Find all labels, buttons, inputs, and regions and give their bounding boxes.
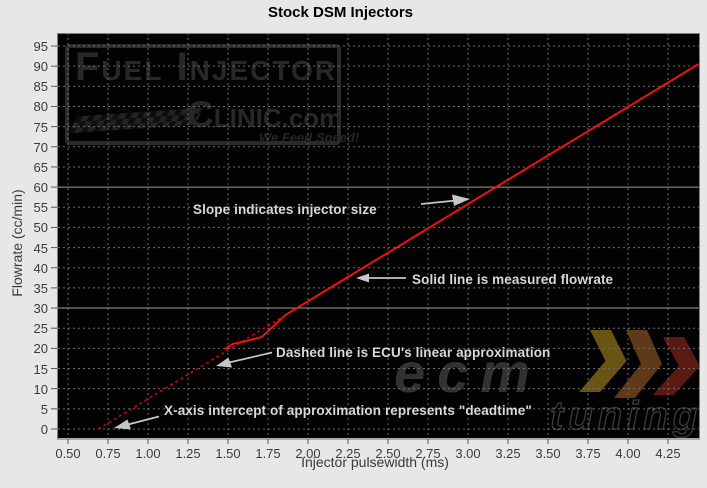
fic-watermark: Fuel Injector Clinic.com We Feed Speed! bbox=[63, 42, 383, 152]
fic-logo-tagline: We Feed Speed! bbox=[259, 130, 360, 145]
y-tick-label: 5 bbox=[40, 401, 48, 417]
y-tick-label: 10 bbox=[33, 381, 48, 397]
annotation-deadtime: X-axis intercept of approximation repres… bbox=[164, 403, 532, 418]
y-tick-label: 60 bbox=[33, 180, 48, 196]
y-tick-label: 55 bbox=[33, 200, 48, 216]
x-tick-label: 1.00 bbox=[135, 446, 161, 461]
fic-logo-domain: .com bbox=[281, 103, 343, 133]
x-tick-label: 2.00 bbox=[295, 446, 321, 461]
y-tick-label: 95 bbox=[33, 38, 48, 54]
y-tick-label: 75 bbox=[33, 119, 48, 135]
ecm-logo-text: ecm bbox=[394, 341, 542, 404]
x-tick-label: 2.75 bbox=[415, 446, 441, 461]
x-tick-label: 1.25 bbox=[175, 446, 201, 461]
fic-logo-clinic: Clinic bbox=[187, 94, 282, 135]
x-tick-label: 4.00 bbox=[615, 446, 641, 461]
y-tick-label: 30 bbox=[33, 301, 48, 317]
y-tick-label: 20 bbox=[33, 341, 48, 357]
x-tick-label: 4.25 bbox=[655, 446, 681, 461]
y-tick-label: 90 bbox=[33, 59, 48, 75]
x-tick-label: 1.75 bbox=[255, 446, 281, 461]
x-tick-label: 0.75 bbox=[95, 446, 121, 461]
plot-area: Fuel Injector Clinic.com We Feed Speed! … bbox=[57, 33, 700, 440]
x-tick-label: 0.50 bbox=[55, 446, 81, 461]
y-tick-label: 40 bbox=[33, 260, 48, 276]
x-tick-label: 3.50 bbox=[535, 446, 561, 461]
x-tick-label: 3.75 bbox=[575, 446, 601, 461]
ecm-chevrons-icon bbox=[579, 330, 699, 398]
y-tick-label: 65 bbox=[33, 159, 48, 175]
ecm-watermark: ecm tuning bbox=[394, 330, 700, 438]
x-tick-label: 3.25 bbox=[495, 446, 521, 461]
x-tick-label: 2.25 bbox=[335, 446, 361, 461]
ecm-tuning-text: tuning bbox=[550, 394, 700, 438]
annotation-dashed-line: Dashed line is ECU's linear approximatio… bbox=[276, 345, 551, 360]
x-tick-label: 2.50 bbox=[375, 446, 401, 461]
y-tick-label: 35 bbox=[33, 280, 48, 296]
fic-logo-line2: Clinic.com bbox=[187, 94, 342, 136]
fic-logo-line1: Fuel Injector bbox=[75, 45, 337, 89]
y-tick-label: 15 bbox=[33, 361, 48, 377]
y-tick-label: 80 bbox=[33, 99, 48, 115]
y-tick-label: 45 bbox=[33, 240, 48, 256]
y-tick-label: 70 bbox=[33, 139, 48, 155]
y-tick-label: 85 bbox=[33, 79, 48, 95]
y-tick-label: 0 bbox=[40, 422, 48, 437]
x-tick-label: 3.00 bbox=[455, 446, 481, 461]
x-axis-title: Injector pulsewidth (ms) bbox=[301, 454, 449, 470]
y-tick-label: 50 bbox=[33, 220, 48, 236]
y-tick-label: 25 bbox=[33, 321, 48, 337]
annotation-slope: Slope indicates injector size bbox=[193, 202, 377, 217]
annotation-solid-line: Solid line is measured flowrate bbox=[412, 272, 614, 287]
x-tick-label: 1.50 bbox=[215, 446, 241, 461]
chart-title: Stock DSM Injectors bbox=[267, 4, 414, 21]
